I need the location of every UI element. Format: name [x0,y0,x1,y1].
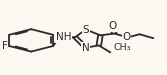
Text: N: N [82,43,90,53]
Text: CH₃: CH₃ [113,43,131,52]
Text: F: F [2,41,8,51]
Text: O: O [108,21,116,31]
Text: S: S [82,25,89,35]
Text: O: O [122,32,131,42]
Text: NH: NH [56,32,71,42]
